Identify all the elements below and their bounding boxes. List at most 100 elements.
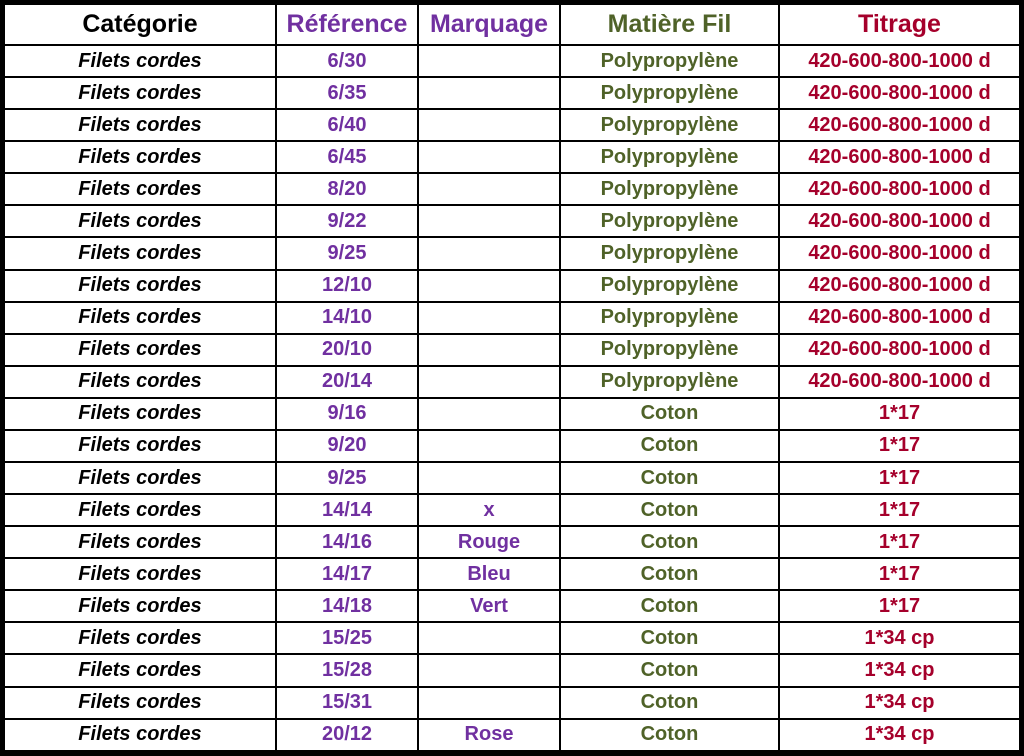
cell-categorie[interactable]: Filets cordes — [3, 621, 277, 656]
cell-marquage[interactable] — [417, 140, 561, 175]
cell-categorie[interactable]: Filets cordes — [3, 332, 277, 367]
cell-categorie[interactable]: Filets cordes — [3, 236, 277, 271]
cell-reference[interactable]: 6/40 — [275, 108, 419, 143]
cell-categorie[interactable]: Filets cordes — [3, 685, 277, 720]
cell-matiere[interactable]: Coton — [559, 589, 780, 624]
header-matiere[interactable]: Matière Fil — [559, 3, 780, 46]
cell-reference[interactable]: 14/14 — [275, 493, 419, 528]
cell-reference[interactable]: 8/20 — [275, 172, 419, 207]
cell-categorie[interactable]: Filets cordes — [3, 428, 277, 464]
cell-marquage[interactable]: Rouge — [417, 525, 561, 560]
cell-reference[interactable]: 9/16 — [275, 396, 419, 431]
cell-titrage[interactable]: 420-600-800-1000 d — [778, 140, 1021, 175]
cell-matiere[interactable]: Polypropylène — [559, 76, 780, 111]
cell-matiere[interactable]: Polypropylène — [559, 300, 780, 335]
cell-matiere[interactable]: Coton — [559, 685, 780, 720]
cell-matiere[interactable]: Polypropylène — [559, 108, 780, 143]
cell-marquage[interactable] — [417, 204, 561, 239]
cell-reference[interactable]: 9/25 — [275, 236, 419, 271]
cell-marquage[interactable] — [417, 621, 561, 656]
cell-matiere[interactable]: Polypropylène — [559, 140, 780, 175]
cell-matiere[interactable]: Coton — [559, 493, 780, 528]
cell-matiere[interactable]: Polypropylène — [559, 43, 780, 79]
cell-titrage[interactable]: 420-600-800-1000 d — [778, 108, 1021, 143]
header-categorie[interactable]: Catégorie — [3, 3, 277, 46]
cell-titrage[interactable]: 1*34 cp — [778, 717, 1021, 753]
cell-titrage[interactable]: 1*34 cp — [778, 653, 1021, 688]
cell-categorie[interactable]: Filets cordes — [3, 300, 277, 335]
cell-marquage[interactable] — [417, 461, 561, 496]
cell-titrage[interactable]: 1*17 — [778, 396, 1021, 431]
cell-matiere[interactable]: Polypropylène — [559, 332, 780, 367]
cell-marquage[interactable] — [417, 108, 561, 143]
cell-titrage[interactable]: 420-600-800-1000 d — [778, 332, 1021, 367]
cell-categorie[interactable]: Filets cordes — [3, 589, 277, 624]
cell-reference[interactable]: 6/45 — [275, 140, 419, 175]
cell-titrage[interactable]: 1*17 — [778, 557, 1021, 592]
cell-marquage[interactable] — [417, 685, 561, 720]
cell-titrage[interactable]: 1*17 — [778, 525, 1021, 560]
cell-marquage[interactable]: x — [417, 493, 561, 528]
cell-titrage[interactable]: 1*17 — [778, 493, 1021, 528]
cell-titrage[interactable]: 420-600-800-1000 d — [778, 268, 1021, 303]
header-reference[interactable]: Référence — [275, 3, 419, 46]
cell-marquage[interactable]: Rose — [417, 717, 561, 753]
cell-reference[interactable]: 20/12 — [275, 717, 419, 753]
cell-matiere[interactable]: Coton — [559, 621, 780, 656]
cell-categorie[interactable]: Filets cordes — [3, 108, 277, 143]
cell-marquage[interactable]: Vert — [417, 589, 561, 624]
cell-matiere[interactable]: Coton — [559, 396, 780, 431]
cell-categorie[interactable]: Filets cordes — [3, 493, 277, 528]
cell-titrage[interactable]: 1*34 cp — [778, 621, 1021, 656]
cell-categorie[interactable]: Filets cordes — [3, 653, 277, 688]
cell-marquage[interactable] — [417, 653, 561, 688]
cell-reference[interactable]: 9/25 — [275, 461, 419, 496]
cell-titrage[interactable]: 420-600-800-1000 d — [778, 76, 1021, 111]
cell-reference[interactable]: 12/10 — [275, 268, 419, 303]
cell-titrage[interactable]: 420-600-800-1000 d — [778, 300, 1021, 335]
cell-matiere[interactable]: Coton — [559, 525, 780, 560]
cell-marquage[interactable] — [417, 396, 561, 431]
cell-marquage[interactable] — [417, 300, 561, 335]
cell-reference[interactable]: 15/25 — [275, 621, 419, 656]
cell-marquage[interactable]: Bleu — [417, 557, 561, 592]
cell-categorie[interactable]: Filets cordes — [3, 557, 277, 592]
cell-categorie[interactable]: Filets cordes — [3, 461, 277, 496]
header-titrage[interactable]: Titrage — [778, 3, 1021, 46]
cell-categorie[interactable]: Filets cordes — [3, 140, 277, 175]
cell-marquage[interactable] — [417, 172, 561, 207]
cell-matiere[interactable]: Coton — [559, 461, 780, 496]
cell-reference[interactable]: 14/17 — [275, 557, 419, 592]
cell-titrage[interactable]: 1*34 cp — [778, 685, 1021, 720]
cell-marquage[interactable] — [417, 268, 561, 303]
cell-reference[interactable]: 15/31 — [275, 685, 419, 720]
cell-titrage[interactable]: 1*17 — [778, 428, 1021, 464]
cell-reference[interactable]: 20/10 — [275, 332, 419, 367]
cell-reference[interactable]: 9/20 — [275, 428, 419, 464]
cell-reference[interactable]: 14/10 — [275, 300, 419, 335]
cell-marquage[interactable] — [417, 76, 561, 111]
cell-marquage[interactable] — [417, 364, 561, 399]
cell-marquage[interactable] — [417, 43, 561, 79]
cell-marquage[interactable] — [417, 332, 561, 367]
cell-reference[interactable]: 6/30 — [275, 43, 419, 79]
cell-matiere[interactable]: Polypropylène — [559, 364, 780, 399]
cell-reference[interactable]: 9/22 — [275, 204, 419, 239]
cell-matiere[interactable]: Coton — [559, 717, 780, 753]
cell-categorie[interactable]: Filets cordes — [3, 396, 277, 431]
cell-matiere[interactable]: Polypropylène — [559, 236, 780, 271]
cell-categorie[interactable]: Filets cordes — [3, 525, 277, 560]
cell-categorie[interactable]: Filets cordes — [3, 268, 277, 303]
cell-matiere[interactable]: Coton — [559, 653, 780, 688]
cell-marquage[interactable] — [417, 428, 561, 464]
cell-reference[interactable]: 20/14 — [275, 364, 419, 399]
cell-categorie[interactable]: Filets cordes — [3, 204, 277, 239]
cell-matiere[interactable]: Coton — [559, 557, 780, 592]
cell-reference[interactable]: 14/16 — [275, 525, 419, 560]
cell-matiere[interactable]: Polypropylène — [559, 204, 780, 239]
cell-matiere[interactable]: Polypropylène — [559, 172, 780, 207]
cell-titrage[interactable]: 1*17 — [778, 461, 1021, 496]
header-marquage[interactable]: Marquage — [417, 3, 561, 46]
cell-titrage[interactable]: 420-600-800-1000 d — [778, 236, 1021, 271]
cell-matiere[interactable]: Polypropylène — [559, 268, 780, 303]
